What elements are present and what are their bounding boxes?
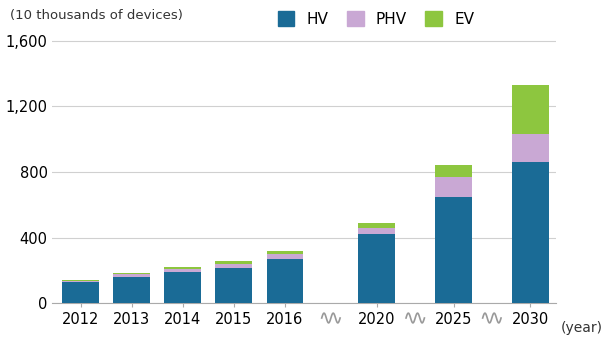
Bar: [266, 259, 303, 303]
Bar: [215, 261, 252, 264]
Bar: [164, 269, 201, 272]
Bar: [512, 85, 548, 134]
Bar: [62, 280, 99, 282]
Legend: HV, PHV, EV: HV, PHV, EV: [271, 5, 480, 33]
Bar: [435, 177, 472, 197]
Bar: [215, 268, 252, 303]
Text: (10 thousands of devices): (10 thousands of devices): [10, 9, 182, 22]
Bar: [113, 273, 150, 274]
Text: (year): (year): [561, 321, 603, 335]
Bar: [435, 164, 472, 177]
Bar: [512, 162, 548, 303]
Bar: [113, 274, 150, 277]
Bar: [359, 223, 395, 228]
Bar: [266, 251, 303, 254]
Bar: [215, 264, 252, 268]
Bar: [359, 228, 395, 234]
Bar: [512, 134, 548, 162]
Bar: [113, 277, 150, 303]
Bar: [62, 282, 99, 303]
Bar: [164, 272, 201, 303]
Bar: [164, 267, 201, 269]
Bar: [435, 197, 472, 303]
Bar: [266, 254, 303, 259]
Bar: [359, 234, 395, 303]
